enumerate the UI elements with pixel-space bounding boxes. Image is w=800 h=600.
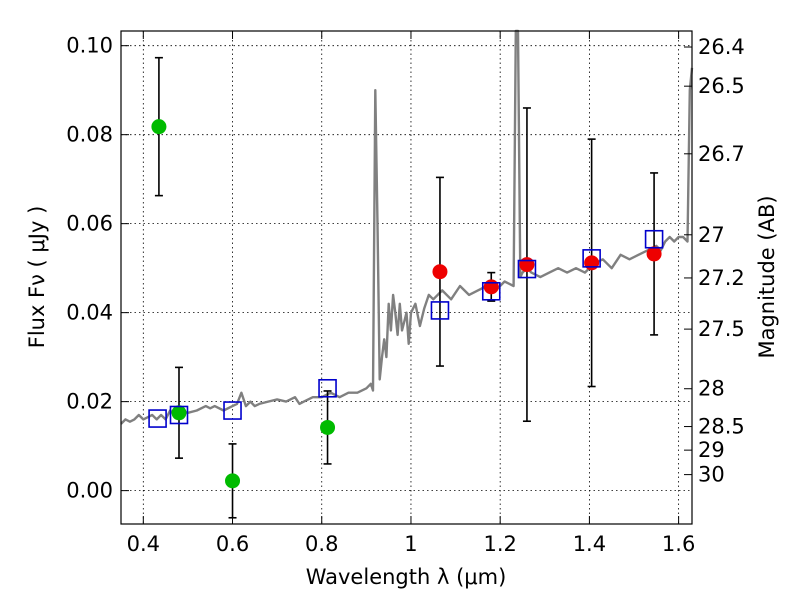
right-axis-title: Magnitude (AB) bbox=[755, 195, 779, 358]
green-data-point bbox=[151, 119, 167, 135]
model-photometry-square bbox=[223, 401, 242, 420]
y-tick-label: 0.00 bbox=[66, 479, 113, 503]
model-photometry-square bbox=[644, 229, 664, 249]
model-photometry-square bbox=[430, 301, 450, 320]
model-photometry-square bbox=[148, 409, 167, 428]
x-tick-label: 1.6 bbox=[662, 532, 695, 556]
x-tick-label: 1.2 bbox=[483, 532, 516, 556]
magnitude-tick-label: 26.5 bbox=[698, 74, 745, 98]
red-data-point bbox=[646, 246, 662, 262]
model-spectrum-line bbox=[120, 29, 694, 425]
x-tick-label: 0.4 bbox=[127, 532, 160, 556]
model-photometry-square bbox=[517, 259, 537, 279]
magnitude-tick-label: 26.4 bbox=[698, 35, 745, 59]
y-tick-label: 0.04 bbox=[66, 301, 113, 325]
magnitude-tick-label: 27.2 bbox=[698, 266, 745, 290]
model-photometry-square bbox=[481, 281, 501, 301]
x-tick-label: 1 bbox=[404, 532, 417, 556]
red-data-point bbox=[432, 264, 448, 280]
x-tick-label: 0.8 bbox=[305, 532, 338, 556]
y-tick-label: 0.10 bbox=[66, 34, 113, 58]
model-photometry-square bbox=[582, 249, 601, 268]
x-tick-label: 0.6 bbox=[216, 532, 249, 556]
y-tick-label: 0.02 bbox=[66, 390, 113, 414]
x-tick-label: 1.4 bbox=[573, 532, 606, 556]
magnitude-tick-label: 27 bbox=[698, 223, 725, 247]
green-data-point bbox=[320, 419, 336, 435]
plot-background bbox=[121, 31, 692, 524]
green-data-point bbox=[225, 473, 241, 489]
axis-ticks: 0.4 0.6 0.8 1 1.2 1.4 1.6 0.00 0.02 0.04 0.06 0.08 0… bbox=[66, 31, 745, 556]
model-photometry-square bbox=[318, 378, 337, 398]
red-data-point bbox=[483, 279, 499, 295]
magnitude-tick-label: 29 bbox=[698, 438, 725, 462]
y-tick-label: 0.08 bbox=[66, 123, 113, 147]
magnitude-tick-label: 28.5 bbox=[698, 415, 745, 439]
y-tick-label: 0.06 bbox=[66, 212, 113, 236]
y-axis-title: Flux Fν ( μJy ) bbox=[25, 206, 49, 349]
data-layer bbox=[120, 29, 694, 519]
grid-lines bbox=[121, 31, 692, 524]
magnitude-tick-label: 30 bbox=[698, 463, 725, 487]
x-axis-title: Wavelength λ (μm) bbox=[306, 565, 507, 589]
model-photometry-square bbox=[169, 405, 189, 425]
red-data-point bbox=[584, 255, 600, 271]
green-data-point bbox=[171, 405, 187, 421]
magnitude-tick-label: 28 bbox=[698, 377, 725, 401]
magnitude-tick-label: 27.5 bbox=[698, 317, 745, 341]
red-data-point bbox=[519, 257, 535, 273]
magnitude-tick-label: 26.7 bbox=[698, 142, 745, 166]
